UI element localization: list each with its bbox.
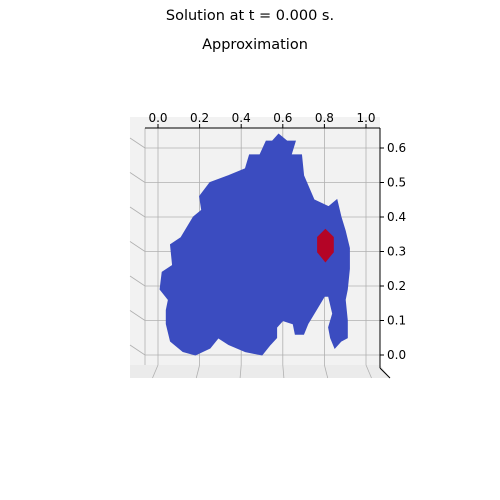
wall-gridline [129,137,146,149]
x-tick-label: 0.8 [315,111,334,125]
x-tick-label: 0.4 [232,111,251,125]
y-tick-label: 0.0 [387,348,406,362]
solution-domain [159,133,350,356]
x-tick-label: 0.2 [190,111,209,125]
floor-pane [130,365,390,378]
z-axis-line [379,367,391,379]
figure-suptitle: Solution at t = 0.000 s. [165,8,335,24]
x-ticks: 0.0 0.2 0.4 0.6 0.8 1.0 [148,111,376,128]
solution-hotspot [317,228,334,263]
floor-gridline [365,364,372,379]
x-tick-label: 1.0 [356,111,375,125]
y-tick-label: 0.3 [387,245,406,259]
wall-gridline [129,344,146,356]
wall-gridline [129,241,146,252]
y-tick-label: 0.4 [387,210,406,224]
surface-plot [159,133,350,356]
floor-gridline [282,364,285,379]
x-tick-label: 0.0 [148,111,167,125]
y-tick-label: 0.1 [387,314,406,328]
y-tick-label: 0.2 [387,279,406,293]
y-tick-label: 0.5 [387,176,406,190]
floor-gridline [195,364,200,379]
floor-gridline [239,364,242,379]
chart-title: Approximation [202,37,308,53]
floor-gridline [324,364,329,379]
y-ticks: 0.0 0.1 0.2 0.3 0.4 0.5 0.6 [380,141,406,362]
wall-gridline [129,206,146,218]
x-tick-label: 0.6 [273,111,292,125]
wall-gridline [129,275,146,287]
floor-gridline [152,364,159,379]
y-tick-label: 0.6 [387,141,406,155]
wall-gridline [129,172,146,183]
wall-gridline [129,310,146,321]
